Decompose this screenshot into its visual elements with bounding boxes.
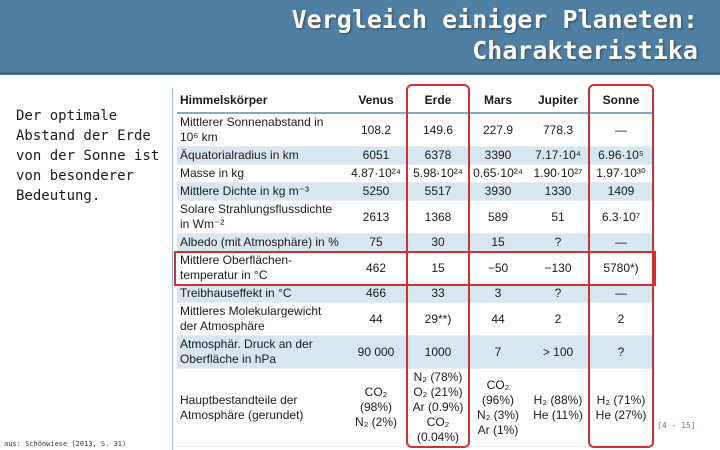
table-cell: −130 xyxy=(527,251,589,285)
table-cell: H₂ (71%) He (27%) xyxy=(589,368,653,447)
row-label: Mittleres Molekulargewicht der Atmosphär… xyxy=(177,302,345,336)
table-cell: 44 xyxy=(345,302,407,336)
table-cell: 7 xyxy=(469,335,527,369)
header-sonne: Sonne xyxy=(589,88,653,114)
table-cell: 33 xyxy=(407,284,469,303)
slide-header xyxy=(0,0,720,72)
table-cell: 2613 xyxy=(345,200,407,234)
table-header-row: Himmelskörper Venus Erde Mars Jupiter So… xyxy=(177,88,653,114)
table-row: Albedo (mit Atmosphäre) in % 75 30 15? — xyxy=(177,233,653,252)
table-cell: 75 xyxy=(345,233,407,252)
planet-comparison-table: Himmelskörper Venus Erde Mars Jupiter So… xyxy=(177,88,653,447)
table-cell: 15 xyxy=(407,251,469,285)
table-cell: 6378 xyxy=(407,146,469,165)
table-cell: — xyxy=(589,233,653,252)
table-cell: CO₂ (98%) N₂ (2%) xyxy=(345,368,407,447)
slide-title-line-1: Vergleich einiger Planeten: xyxy=(291,5,698,34)
table-cell: H₂ (88%) He (11%) xyxy=(527,368,589,447)
table-cell: 5517 xyxy=(407,182,469,201)
table-cell: ? xyxy=(527,284,589,303)
table-cell: 1000 xyxy=(407,335,469,369)
table-cell: 3 xyxy=(469,284,527,303)
table-cell: ? xyxy=(527,233,589,252)
table-cell: 462 xyxy=(345,251,407,285)
table-cell: 3930 xyxy=(469,182,527,201)
highlight-temperature-row xyxy=(174,250,656,286)
table-cell: 15 xyxy=(469,233,527,252)
table-cell: 5.98·10²⁴ xyxy=(407,164,469,183)
table-cell: 227.9 xyxy=(469,113,527,147)
table-cell: 589 xyxy=(469,200,527,234)
table-cell: 6.96·10⁵ xyxy=(589,146,653,165)
table-row: Äquatorialradius in km 6051 6378 3390 7.17·1… xyxy=(177,146,653,165)
table-row: Mittleres Molekulargewicht der Atmosphär… xyxy=(177,302,653,336)
row-label: Mittlere Dichte in kg m⁻³ xyxy=(177,182,345,201)
table-cell: 51 xyxy=(527,200,589,234)
header-erde: Erde xyxy=(407,88,469,114)
intro-text: Der optimale Abstand der Erde von der So… xyxy=(16,108,160,204)
row-label: Masse in kg xyxy=(177,164,345,183)
table-cell: 108.2 xyxy=(345,113,407,147)
highlight-erde-column xyxy=(406,84,470,448)
table-row: Hauptbestandteile der Atmosphäre (gerund… xyxy=(177,368,653,447)
table-cell: 149.6 xyxy=(407,113,469,147)
table-cell: 7.17·10⁴ xyxy=(527,146,589,165)
table-cell: 5250 xyxy=(345,182,407,201)
header-divider xyxy=(0,72,720,75)
table-cell: 29**) xyxy=(407,302,469,336)
row-label: Atmosphär. Druck an der Oberfläche in hP… xyxy=(177,335,345,369)
slide-title-line-2: Charakteristika xyxy=(472,36,698,65)
table-cell: 778.3 xyxy=(527,113,589,147)
row-label: Albedo (mit Atmosphäre) in % xyxy=(177,233,345,252)
table-cell: 6051 xyxy=(345,146,407,165)
table-row: Treibhauseffekt in °C 466 33 3? — xyxy=(177,284,653,303)
table-cell: 1409 xyxy=(589,182,653,201)
slide-title: Vergleich einiger Planeten: Charakterist… xyxy=(292,4,698,66)
row-label: Hauptbestandteile der Atmosphäre (gerund… xyxy=(177,368,345,447)
table-cell: — xyxy=(589,284,653,303)
source-citation: aus: Schönwiese (2013, S. 31) xyxy=(4,440,127,448)
row-label: Treibhauseffekt in °C xyxy=(177,284,345,303)
table-row: Solare Strahlungsflussdichte in Wm⁻² 2613… xyxy=(177,200,653,234)
table-row: Mittlerer Sonnenabstand in 10⁶ km 108.2 14… xyxy=(177,113,653,147)
table-cell: 1.97·10³⁰ xyxy=(589,164,653,183)
header-mars: Mars xyxy=(469,88,527,114)
header-venus: Venus xyxy=(345,88,407,114)
table-cell: 1330 xyxy=(527,182,589,201)
row-label: Mittlerer Sonnenabstand in 10⁶ km xyxy=(177,113,345,147)
table-cell: 44 xyxy=(469,302,527,336)
table-cell: 2 xyxy=(527,302,589,336)
table-cell: > 100 xyxy=(527,335,589,369)
vertical-divider xyxy=(172,88,173,450)
row-label: Äquatorialradius in km xyxy=(177,146,345,165)
table-cell: CO₂ (96%) N₂ (3%) Ar (1%) xyxy=(469,368,527,447)
reference-number: [4 - 15] xyxy=(657,421,696,430)
table-cell: — xyxy=(589,113,653,147)
table-cell: 30 xyxy=(407,233,469,252)
table-cell: 1.90·10²⁷ xyxy=(527,164,589,183)
table-cell: 1368 xyxy=(407,200,469,234)
table-body: Mittlerer Sonnenabstand in 10⁶ km 108.2 14… xyxy=(177,113,653,447)
table-cell: 0.65·10²⁴ xyxy=(469,164,527,183)
table-row: Atmosphär. Druck an der Oberfläche in hP… xyxy=(177,335,653,369)
table-cell: 2 xyxy=(589,302,653,336)
table-cell: 90 000 xyxy=(345,335,407,369)
table-row: Masse in kg 4.87·10²⁴ 5.98·10²⁴ 0.65·10²⁴ 1.… xyxy=(177,164,653,183)
table-cell: 6.3·10⁷ xyxy=(589,200,653,234)
table-row: Mittlere Dichte in kg m⁻³ 5250 5517 3930 133… xyxy=(177,182,653,201)
table-cell: 466 xyxy=(345,284,407,303)
table-cell: 3390 xyxy=(469,146,527,165)
header-himmelskoerper: Himmelskörper xyxy=(177,88,345,114)
table-cell: ? xyxy=(589,335,653,369)
header-jupiter: Jupiter xyxy=(527,88,589,114)
table-cell: 4.87·10²⁴ xyxy=(345,164,407,183)
row-label: Solare Strahlungsflussdichte in Wm⁻² xyxy=(177,200,345,234)
table-cell: 5780*) xyxy=(589,251,653,285)
highlight-sonne-column xyxy=(588,84,654,448)
row-label: Mittlere Oberflächen-temperatur in °C xyxy=(177,251,345,285)
